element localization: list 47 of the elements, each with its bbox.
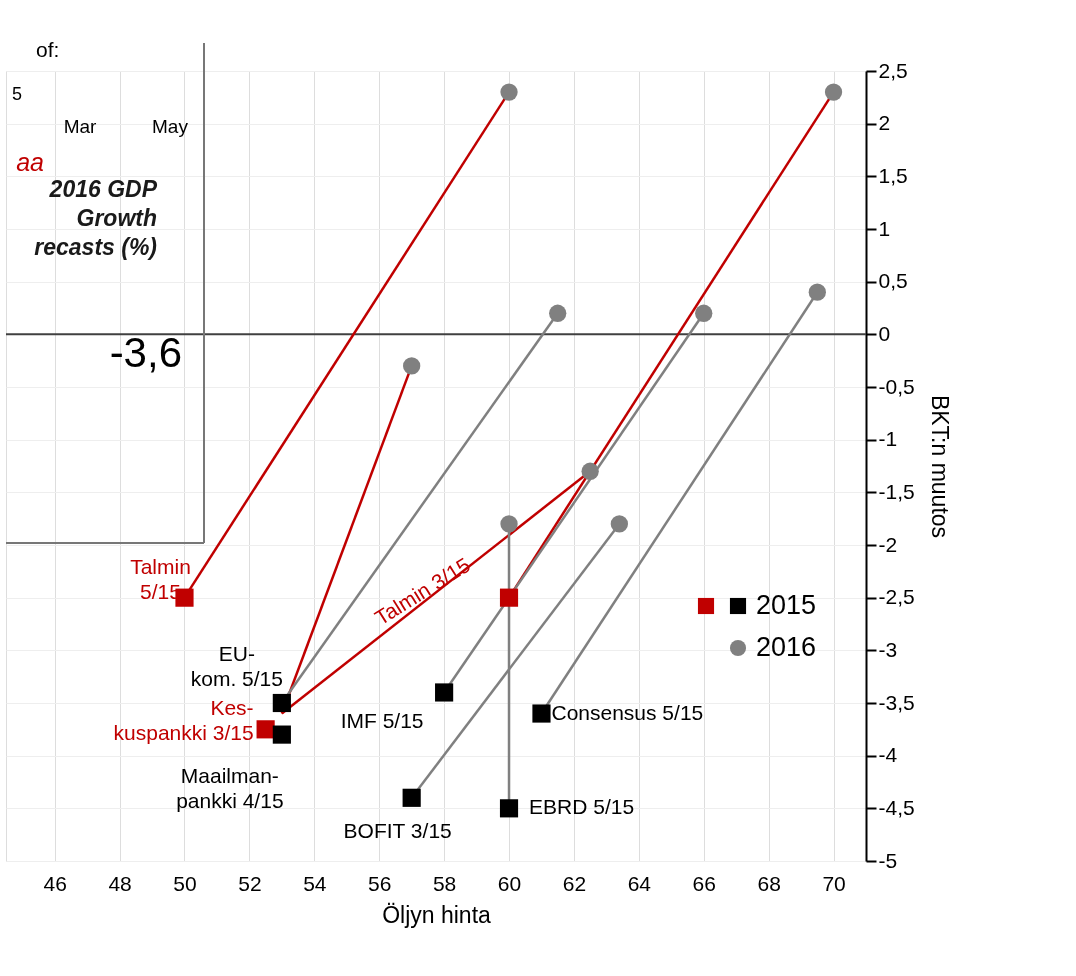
annotation: -3,6 xyxy=(109,329,182,376)
data-label: BOFIT 3/15 xyxy=(343,818,452,842)
x-tick-label: 62 xyxy=(562,871,587,895)
data-label: IMF 5/15 xyxy=(340,709,424,733)
annotation: aa xyxy=(16,148,45,176)
x-tick-label: 50 xyxy=(173,871,197,895)
x-tick-label: 52 xyxy=(238,871,262,895)
x-tick-label: 58 xyxy=(432,871,457,895)
legend-label: 2015 xyxy=(756,590,817,620)
legend-label: 2016 xyxy=(756,632,817,662)
x-tick-label: 48 xyxy=(108,871,132,895)
x-tick-label: 66 xyxy=(692,871,716,895)
annotation: 5 xyxy=(12,84,23,104)
x-tick-label: 54 xyxy=(303,871,327,895)
y-tick-label: -0,5 xyxy=(878,374,915,398)
annotation: Mar xyxy=(63,116,98,137)
y-tick-label: 0,5 xyxy=(878,269,908,293)
y-tick-label: 2,5 xyxy=(878,58,908,82)
x-tick-label: 56 xyxy=(368,871,392,895)
x-axis-title: Öljyn hinta xyxy=(382,901,492,928)
text: of: xyxy=(36,38,60,61)
annotation: May xyxy=(152,116,189,137)
data-label: EBRD 5/15 xyxy=(529,795,635,819)
data-label: Kes- kuspankki 3/15 xyxy=(113,696,254,745)
y-tick-label: -4 xyxy=(878,743,898,767)
data-label: Maailman- pankki 4/15 xyxy=(176,763,284,812)
y-tick-label: 1 xyxy=(878,216,891,240)
y-tick-label: 0 xyxy=(878,321,891,345)
y-tick-label: -1,5 xyxy=(878,479,915,503)
x-tick-label: 70 xyxy=(822,871,846,895)
x-tick-label: 68 xyxy=(757,871,781,895)
y-tick-label: 2 xyxy=(878,111,891,135)
y-tick-label: 1,5 xyxy=(878,163,908,187)
y-tick-label: -4,5 xyxy=(878,795,915,819)
y-tick-label: -2 xyxy=(878,532,898,556)
y-tick-label: -5 xyxy=(878,848,898,872)
annotation: 2016 GDP Growth recasts (%) xyxy=(34,176,158,260)
data-label: EU- kom. 5/15 xyxy=(190,642,283,690)
x-tick-label: 60 xyxy=(497,871,522,895)
x-tick-label: 64 xyxy=(627,871,652,895)
data-label: Consensus 5/15 xyxy=(551,700,704,724)
y-tick-label: -2,5 xyxy=(878,585,915,609)
x-tick-label: 46 xyxy=(43,871,67,895)
y-axis-title: BKT:n muutos xyxy=(926,394,953,539)
y-tick-label: -3,5 xyxy=(878,690,915,714)
y-tick-label: -1 xyxy=(878,427,898,451)
y-tick-label: -3 xyxy=(878,637,898,661)
